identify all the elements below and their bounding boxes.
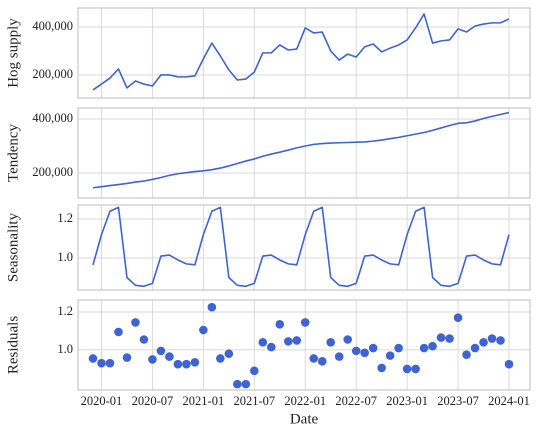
y-axis-label: Seasonality <box>5 212 21 282</box>
residual-point <box>385 351 395 360</box>
panel-frame <box>77 7 531 99</box>
residual-point <box>216 354 225 363</box>
series-line <box>92 206 510 288</box>
x-tick-label: 2021-07 <box>233 394 275 408</box>
y-tick-label: 1.0 <box>57 342 73 356</box>
residual-point <box>266 342 276 352</box>
residual-point <box>139 335 149 344</box>
x-tick-label: 2020-01 <box>81 394 123 408</box>
residual-point <box>428 341 437 351</box>
residual-point <box>148 355 157 364</box>
series-line <box>92 13 510 91</box>
residual-point <box>105 358 115 368</box>
residual-point <box>199 325 208 335</box>
residual-point <box>394 343 403 353</box>
residual-point <box>479 338 488 347</box>
residual-point <box>283 337 293 346</box>
series-line <box>92 111 510 189</box>
residual-point <box>241 379 251 389</box>
residual-point <box>114 327 123 337</box>
residual-point <box>419 343 429 353</box>
y-tick-label: 1.0 <box>57 250 73 264</box>
y-tick-label: 1.2 <box>57 304 73 318</box>
y-tick-label: 400,000 <box>32 111 73 125</box>
residual-point <box>258 338 268 347</box>
residual-point <box>470 343 480 353</box>
residual-point <box>300 318 310 327</box>
residual-point <box>233 379 242 389</box>
x-axis-label: Date <box>290 411 319 427</box>
residual-point <box>368 343 378 353</box>
residual-point <box>122 353 132 362</box>
y-tick-label: 1.2 <box>57 211 73 225</box>
residual-point <box>207 302 217 312</box>
residual-point <box>292 336 302 345</box>
x-tick-label: 2021-01 <box>183 394 225 408</box>
residual-point <box>496 336 505 345</box>
residual-point <box>309 354 319 363</box>
residual-point <box>351 346 361 356</box>
residual-point <box>360 348 369 358</box>
residual-point <box>326 338 336 347</box>
x-tick-label: 2023-01 <box>386 394 428 408</box>
x-tick-label: 2022-01 <box>284 394 326 408</box>
x-tick-label: 2020-07 <box>132 394 174 408</box>
x-tick-label: 2023-07 <box>437 394 479 408</box>
residual-point <box>224 349 234 359</box>
residual-point <box>462 350 471 359</box>
residual-point <box>88 354 98 363</box>
residual-point <box>182 359 191 369</box>
residual-point <box>97 358 106 368</box>
residual-point <box>453 313 463 322</box>
residual-point <box>487 334 497 343</box>
residual-point <box>411 364 420 374</box>
residual-point <box>275 320 285 329</box>
residual-point <box>190 357 200 367</box>
y-tick-label: 200,000 <box>32 165 73 179</box>
residual-point <box>377 363 386 373</box>
residual-point <box>445 334 454 343</box>
panel-frame <box>77 204 531 291</box>
y-axis-label: Tendency <box>5 123 21 182</box>
residual-point <box>317 357 327 366</box>
y-tick-label: 400,000 <box>32 19 73 33</box>
y-axis-label: Residuals <box>5 316 21 374</box>
residual-point <box>156 346 166 356</box>
residual-point <box>343 335 352 344</box>
panel-frame <box>77 299 531 391</box>
residual-point <box>504 359 514 369</box>
residual-point <box>250 366 259 376</box>
x-tick-label: 2024-01 <box>488 394 530 408</box>
residual-point <box>334 352 344 361</box>
residual-point <box>436 333 446 342</box>
residual-point <box>131 318 140 327</box>
residual-point <box>402 364 412 374</box>
x-tick-label: 2022-07 <box>335 394 377 408</box>
panel-frame <box>77 107 531 199</box>
y-tick-label: 200,000 <box>32 67 73 81</box>
y-axis-label: Hog supply <box>5 18 21 88</box>
residual-point <box>173 359 183 369</box>
residual-point <box>165 352 174 361</box>
